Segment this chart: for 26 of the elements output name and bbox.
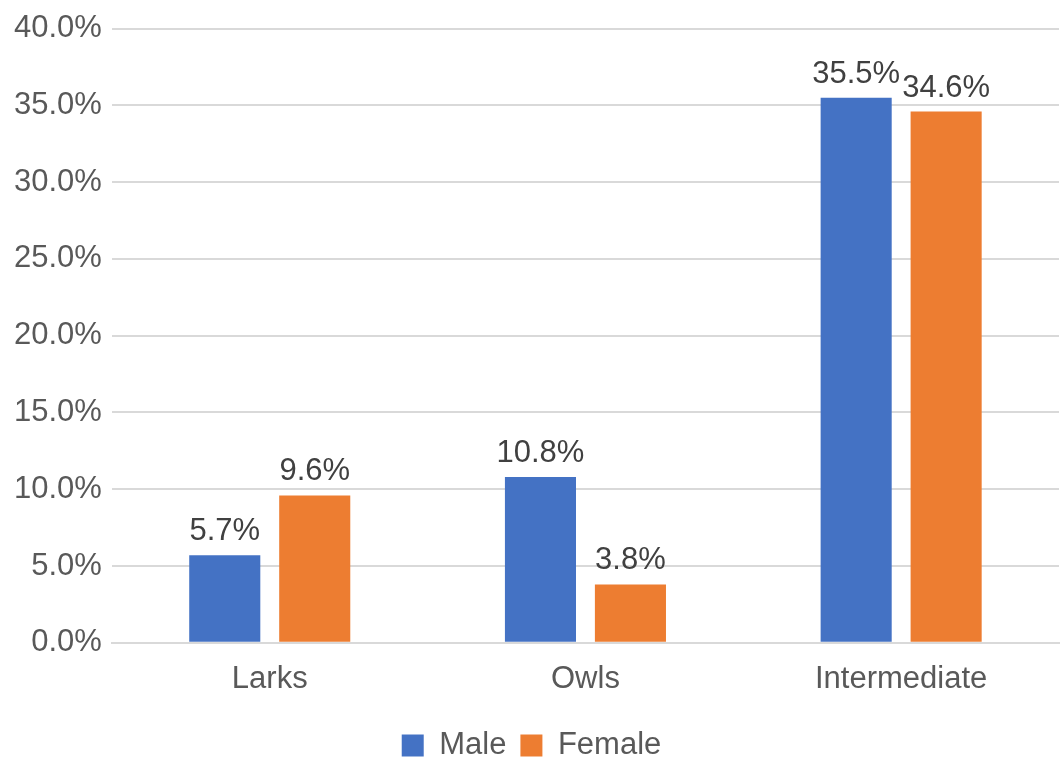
- x-tick-label: Owls: [551, 659, 620, 695]
- y-tick-label: 10.0%: [13, 469, 102, 505]
- bar: [820, 97, 892, 642]
- y-tick-label: 30.0%: [13, 162, 102, 198]
- data-label: 3.8%: [595, 541, 666, 577]
- bar: [189, 555, 261, 642]
- y-tick-label: 25.0%: [13, 239, 102, 275]
- data-label: 9.6%: [279, 452, 351, 488]
- data-label: 34.6%: [902, 68, 991, 104]
- data-label: 5.7%: [189, 512, 261, 548]
- y-tick-label: 20.0%: [13, 316, 102, 352]
- bar: [279, 495, 351, 642]
- bar: [504, 476, 576, 642]
- data-label: 10.8%: [496, 434, 585, 470]
- x-tick-label: Intermediate: [814, 659, 988, 695]
- x-tick-label: Larks: [231, 659, 308, 695]
- bar: [910, 111, 982, 642]
- y-tick-label: 0.0%: [31, 623, 102, 659]
- y-tick-label: 40.0%: [13, 9, 102, 45]
- data-label: 35.5%: [812, 54, 901, 90]
- y-tick-label: 5.0%: [31, 546, 102, 582]
- legend-label: Male: [439, 726, 507, 762]
- y-tick-label: 35.0%: [13, 85, 102, 121]
- legend-label: Female: [557, 726, 662, 762]
- y-tick-label: 15.0%: [13, 393, 102, 429]
- bar: [594, 584, 666, 642]
